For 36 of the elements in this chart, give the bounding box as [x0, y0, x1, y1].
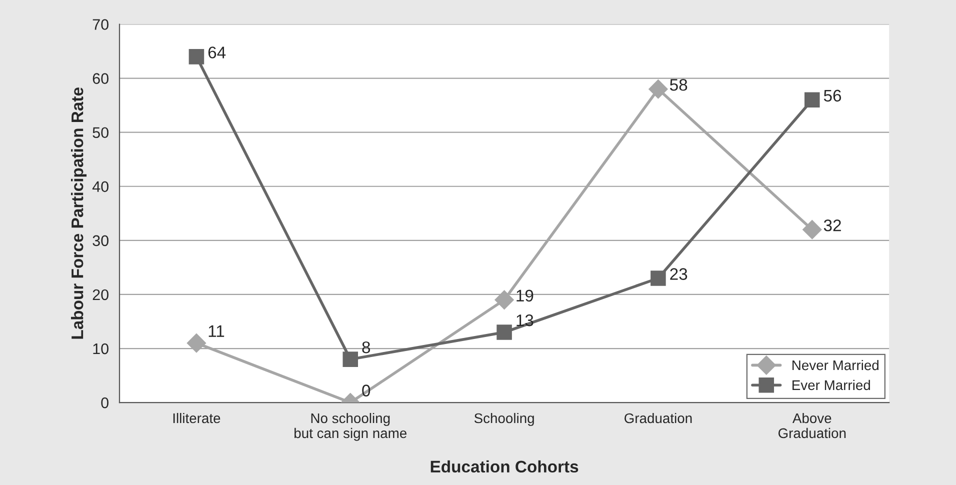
- data-label: 32: [824, 220, 841, 232]
- point: [342, 352, 358, 367]
- x-tick-label: Above Graduation: [778, 412, 846, 438]
- data-label: 58: [670, 78, 688, 91]
- legend-label: Ever Married: [792, 380, 870, 390]
- legend-label: Never Married: [792, 360, 878, 370]
- y-tick-label: 40: [92, 181, 108, 192]
- x-tick-label: Schooling: [474, 412, 534, 426]
- x-axis-title: Education Cohorts: [430, 460, 578, 473]
- data-label: 23: [670, 268, 688, 280]
- data-label: 11: [208, 325, 224, 337]
- point: [496, 324, 512, 340]
- y-tick-label: 70: [92, 19, 108, 30]
- data-label: 56: [824, 90, 842, 102]
- data-label: 64: [208, 46, 226, 58]
- point: [802, 220, 822, 240]
- y-tick-label: 60: [92, 73, 108, 84]
- point: [804, 92, 820, 108]
- x-tick-label: Illiterate: [173, 412, 220, 424]
- data-label: 0: [362, 384, 370, 396]
- point: [494, 290, 514, 310]
- y-tick-label: 30: [92, 235, 108, 246]
- y-tick-label: 50: [92, 127, 108, 138]
- y-tick-label: 0: [101, 397, 108, 408]
- data-label: 8: [362, 341, 370, 354]
- data-label: 19: [516, 290, 534, 302]
- point: [648, 80, 668, 99]
- point: [186, 334, 206, 353]
- x-tick-label: Graduation: [624, 412, 692, 424]
- data-label: 13: [516, 314, 534, 326]
- point: [650, 270, 666, 286]
- y-tick-label: 20: [92, 289, 108, 300]
- y-tick-label: 10: [93, 343, 108, 354]
- x-tick-label: No schooling but can sign name: [294, 412, 407, 441]
- y-axis-title: Labour Force Participation Rate: [71, 88, 87, 339]
- point: [188, 49, 204, 64]
